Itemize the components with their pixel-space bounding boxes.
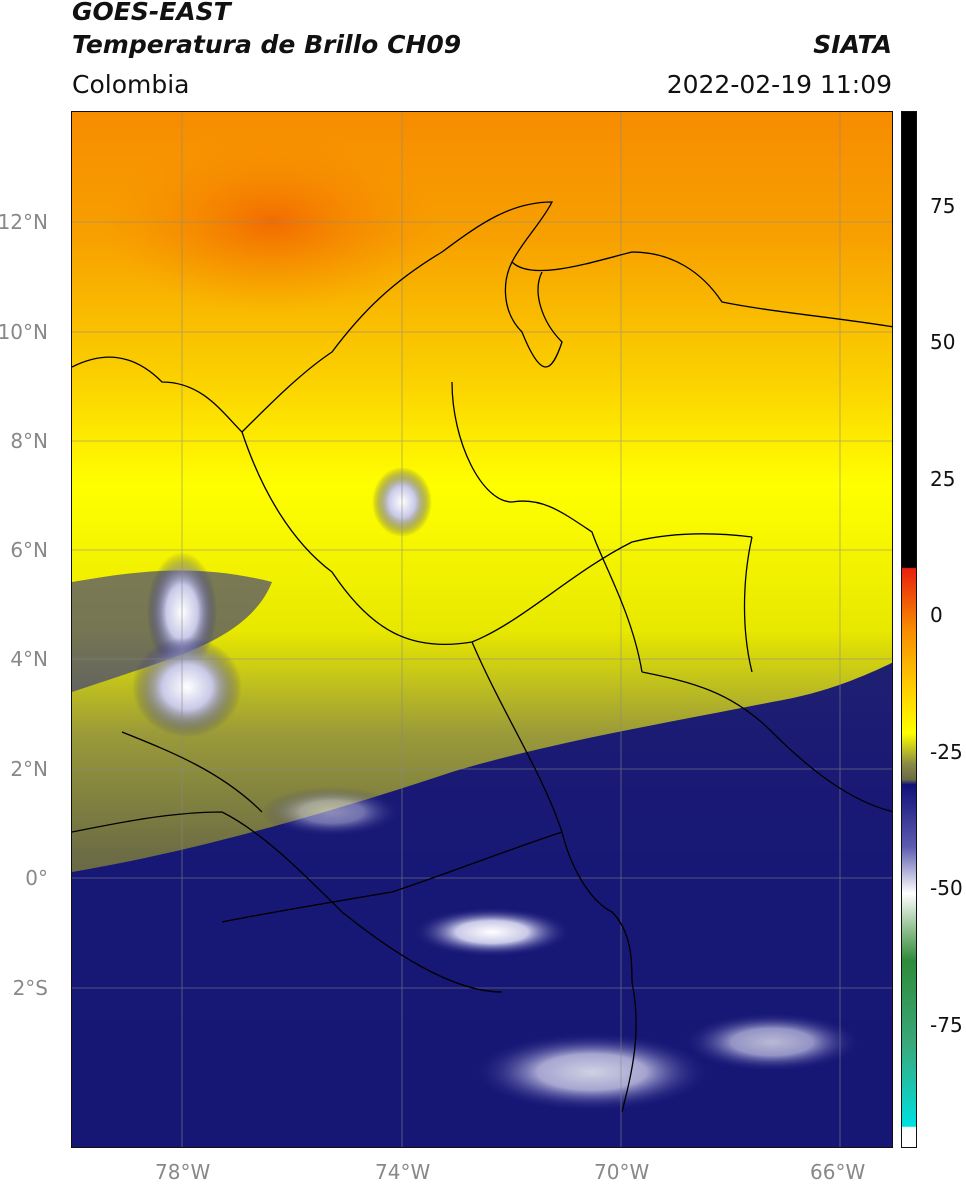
lat-tick-label: 12°N [0,210,48,234]
colorbar-tick-label: -75 [930,1013,963,1037]
datetime-label: 2022-02-19 11:09 [666,70,892,99]
lon-tick-label: 74°W [375,1160,431,1184]
lon-tick-label: 66°W [810,1160,866,1184]
lon-tick-label: 78°W [155,1160,211,1184]
lat-tick-label: 2°N [10,757,48,781]
colorbar-tick-label: 50 [930,330,956,354]
lat-tick-label: 2°S [12,976,48,1000]
region-label: Colombia [72,70,190,99]
satellite-map[interactable] [71,111,893,1148]
map-title-line1: GOES-EAST [72,0,231,26]
graticule [72,112,892,1147]
lat-tick-label: 0° [25,866,48,890]
colorbar-tick-label: -25 [930,740,963,764]
brand-label: SIATA [813,30,892,59]
colorbar-gradient [902,112,916,1147]
colorbar-tick-label: 0 [930,603,943,627]
borders [72,201,892,1113]
lat-tick-label: 4°N [10,647,48,671]
lon-tick-label: 70°W [594,1160,650,1184]
lat-tick-label: 10°N [0,320,48,344]
map-title-line2: Temperatura de Brillo CH09 [72,30,462,59]
colorbar-tick-label: 25 [930,467,956,491]
colorbar-tick-label: 75 [930,194,956,218]
lat-tick-label: 6°N [10,538,48,562]
colorbar-tick-label: -50 [930,876,963,900]
lat-tick-label: 8°N [10,429,48,453]
map-canvas [72,112,892,1147]
colorbar [901,111,917,1148]
